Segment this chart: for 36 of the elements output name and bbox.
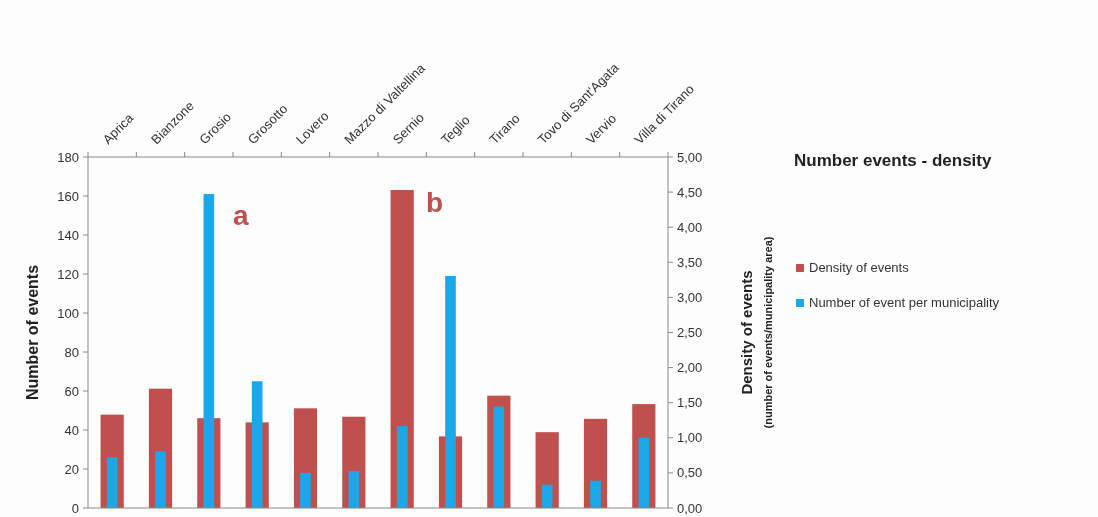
text: Number events - density — [794, 151, 992, 170]
bar — [106, 457, 118, 508]
y-axis-title: Number of events — [24, 264, 41, 401]
y-tick-label: 140 — [57, 227, 79, 243]
annotation: a — [233, 200, 249, 231]
y-tick-label: 120 — [57, 266, 79, 282]
y2-tick-label: 4,00 — [677, 219, 703, 235]
bar — [348, 470, 360, 508]
bar — [396, 426, 408, 508]
bar — [300, 472, 311, 508]
legend-label: Number of event per municipality — [809, 295, 1000, 310]
y-tick-label: 40 — [64, 422, 79, 438]
y-tick-label: 100 — [57, 305, 79, 321]
y-tick-label: 20 — [64, 461, 79, 477]
y2-tick-label: 3,00 — [677, 289, 703, 305]
y-tick-label: 160 — [57, 188, 79, 204]
y2-tick-label: 0,50 — [677, 465, 703, 481]
y2-tick-label: 4,50 — [677, 184, 703, 200]
y-tick-label: 80 — [64, 344, 79, 360]
y-tick-label: 180 — [57, 149, 79, 165]
y2-axis-title: Density of events — [738, 270, 755, 395]
annotation: b — [426, 187, 444, 218]
y2-tick-label: 2,50 — [677, 325, 703, 341]
bar — [590, 480, 601, 508]
y2-tick-label: 2,00 — [677, 360, 703, 376]
y2-tick-label: 0,00 — [677, 500, 703, 516]
legend-label: Density of events — [809, 260, 910, 275]
y-tick-label: 60 — [64, 383, 79, 399]
y-tick-label: 0 — [71, 500, 79, 516]
y2-tick-label: 1,50 — [677, 395, 703, 411]
bar — [638, 437, 650, 508]
y2-tick-label: 5,00 — [677, 149, 703, 165]
y2-tick-label: 1,00 — [677, 430, 703, 446]
y2-tick-label: 3,50 — [677, 254, 703, 270]
bar — [155, 451, 166, 508]
text: (number of events/municipality area) — [762, 236, 774, 429]
